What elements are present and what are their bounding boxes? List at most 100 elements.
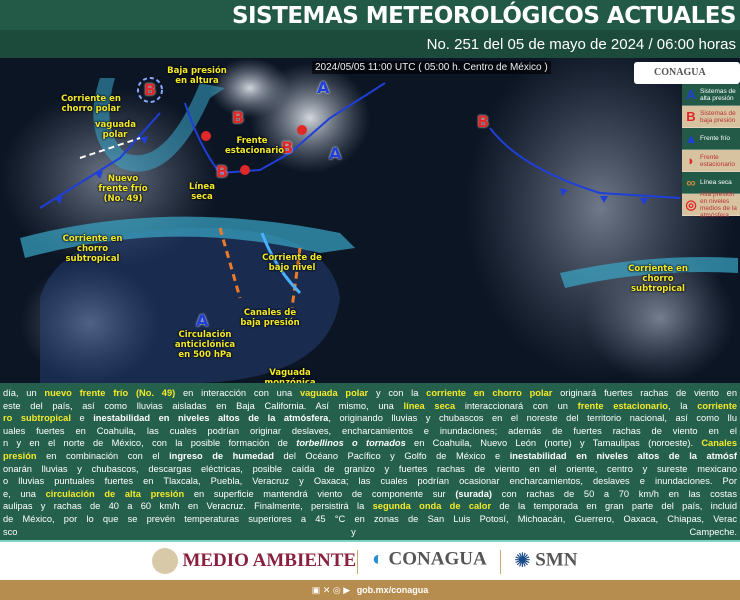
legend-item-low: B Sistemas de baja presión (682, 106, 740, 128)
website-link[interactable]: gob.mx/conagua (356, 585, 429, 595)
forecast-text: día, un nuevo frente frío (No. 49) en in… (0, 383, 740, 540)
conagua-logo: CONAGUA (634, 62, 740, 84)
highlighted-term: corriente (697, 400, 738, 411)
text-segment: e (70, 413, 94, 424)
subtropical-jet-arrow (20, 216, 355, 258)
highlighted-term: Canales (701, 438, 738, 449)
footer-logos: MEDIO AMBIENTE ◐ CONAGUA ✺ SMN (0, 540, 740, 580)
text-segment: en superficie mantendrá viento de compon… (184, 488, 456, 499)
highlighted-term: vaguada polar (299, 388, 369, 398)
instagram-icon[interactable]: ◎ (332, 585, 341, 595)
label-subtropical-jet: Corriente en chorro subtropical (62, 234, 123, 264)
high-pressure-marker: A (317, 78, 330, 97)
text-segment: , la (667, 400, 698, 411)
text-line: e, una circulación de alta presión en su… (3, 488, 737, 501)
page-title: SISTEMAS METEOROLÓGICOS ACTUALES (231, 3, 737, 29)
text-segment: este del país, así como lluvias aisladas… (3, 400, 404, 411)
legend-item-cold-front: ▲ Frente frío (682, 128, 740, 150)
stationary-front (184, 82, 386, 175)
text-line: o lluvias puntuales fuertes en Tlaxcala,… (3, 475, 737, 488)
dry-line-icon: ∞ (686, 175, 696, 190)
stationary-front-icon: ◗ (687, 153, 695, 168)
cold-front-east (489, 127, 681, 199)
upper-high-icon: ◎ (685, 197, 697, 212)
highlighted-term: frente estacionario (577, 400, 668, 411)
label-low-level-jet: Corriente de bajo nivel (262, 253, 322, 273)
header: SISTEMAS METEOROLÓGICOS ACTUALES (0, 0, 740, 30)
high-pressure-marker: A (329, 144, 342, 163)
text-line: sco y Campeche. (3, 526, 737, 539)
text-line: aulipas y rachas de 40 a 60 km/h en Vera… (3, 500, 737, 513)
low-pressure-marker: B (216, 162, 229, 181)
text-line: de México, por lo que se prevén temperat… (3, 513, 737, 526)
text-line: onarán lluvias y chubascos, descargas el… (3, 463, 737, 476)
subheader: No. 251 del 05 de mayo de 2024 / 06:00 h… (0, 30, 740, 58)
cold-front (39, 112, 161, 209)
text-line: este del país, así como lluvias aisladas… (3, 400, 737, 413)
image-timestamp: 2024/05/05 11:00 UTC ( 05:00 h. Centro d… (312, 61, 551, 74)
text-segment: onarán lluvias y chubascos, descargas el… (3, 463, 737, 474)
x-icon[interactable]: ✕ (322, 585, 331, 595)
facebook-icon[interactable]: ▣ (311, 585, 321, 595)
legend: A Sistemas de alta presión B Sistemas de b… (682, 84, 740, 219)
label-upper-low: Baja presión en altura (167, 66, 227, 86)
medio-ambiente-logo: MEDIO AMBIENTE (152, 548, 356, 574)
polar-jet-arrow (93, 78, 225, 172)
low-pressure-channels (218, 227, 302, 309)
cold-front-icon: ▲ (684, 131, 698, 146)
highlighted-term: corriente en chorro polar (426, 388, 553, 398)
text-segment: (surada) (455, 488, 492, 499)
text-segment: aulipas y rachas de 40 a 60 km/h en Vera… (3, 501, 373, 512)
text-segment: en Coahuila, Nuevo León (norte) y Tamaul… (405, 438, 702, 449)
label-polar-trough: vaguada polar (95, 120, 136, 140)
text-segment: día, un (3, 388, 45, 398)
text-segment: del Océano Pacífico y Golfo de México e (273, 450, 510, 461)
text-segment: uales fuertes en Coahuila, las cuales po… (3, 425, 737, 436)
bulletin-number: No. 251 del 05 de mayo de 2024 / 06:00 h… (426, 36, 736, 53)
legend-item-stationary-front: ◗ Frente estacionario (682, 150, 740, 172)
highlighted-term: línea seca (403, 400, 456, 411)
text-segment: y con la (368, 388, 427, 398)
low-pressure-marker: B (232, 108, 245, 127)
weather-map: B B B B B A A A Baja presión en altura C… (0, 58, 740, 388)
text-line: presión en combinación con el ingreso de… (3, 450, 737, 463)
text-segment: de la temporada en gran parte del país, … (491, 501, 737, 512)
text-line: ro subtropical e inestabilidad en nivele… (3, 412, 737, 425)
label-cold-front: Nuevo frente frío (No. 49) (98, 174, 148, 204)
youtube-icon[interactable]: ▶ (343, 585, 351, 595)
high-pressure-marker: A (196, 311, 209, 330)
legend-item-dry-line: ∞ Línea seca (682, 172, 740, 194)
text-segment: torbellinos o tornados (296, 438, 406, 449)
text-segment: n y en el norte de México, con la posibl… (3, 438, 297, 449)
upper-low (137, 77, 163, 103)
highlighted-term: presión (3, 450, 37, 461)
text-segment: ingreso de humedad (169, 450, 274, 461)
text-segment: con rachas de 50 a 70 km/h en las costas (492, 488, 737, 499)
text-segment: inestabilidad en niveles altos de la atm… (509, 450, 737, 461)
satellite-image (0, 58, 740, 383)
text-segment: originará fuertes rachas de viento en (552, 388, 737, 398)
text-segment: de México, por lo que se prevén temperat… (3, 513, 737, 524)
label-dry-line: Línea seca (189, 182, 215, 202)
label-low-pressure-channels: Canales de baja presión (240, 308, 300, 328)
text-segment: sco y Campeche. (3, 526, 737, 537)
label-anticyclonic-circulation: Circulación anticiclónica en 500 hPa (174, 330, 236, 360)
text-line: uales fuertes en Coahuila, las cuales po… (3, 425, 737, 438)
highlighted-term: circulación de alta presión (45, 488, 185, 499)
low-level-jet (260, 232, 302, 295)
legend-item-upper-high: ◎ Alta presión en niveles medios de la at… (682, 191, 740, 219)
low-pressure-marker: B (477, 112, 490, 131)
subtropical-jet-arrow-east (560, 257, 738, 288)
conagua-footer-logo: ◐ CONAGUA (372, 548, 487, 570)
text-segment: , originando lluvias y chubascos en el n… (328, 413, 737, 424)
highlighted-term: ro subtropical (3, 413, 71, 424)
text-segment: interaccionará con un (455, 400, 578, 411)
text-segment: en combinación con el (36, 450, 170, 461)
smn-logo: ✺ SMN (514, 549, 578, 573)
text-segment: e, una (3, 488, 46, 499)
text-segment: inestabilidad en niveles altos de la atm… (93, 413, 329, 424)
legend-item-high: A Sistemas de alta presión (682, 84, 740, 106)
text-segment: en interacción con una (175, 388, 300, 398)
highlighted-term: nuevo frente frío (No. 49) (44, 388, 176, 398)
label-subtropical-jet-east: Corriente en chorro subtropical (628, 264, 688, 294)
